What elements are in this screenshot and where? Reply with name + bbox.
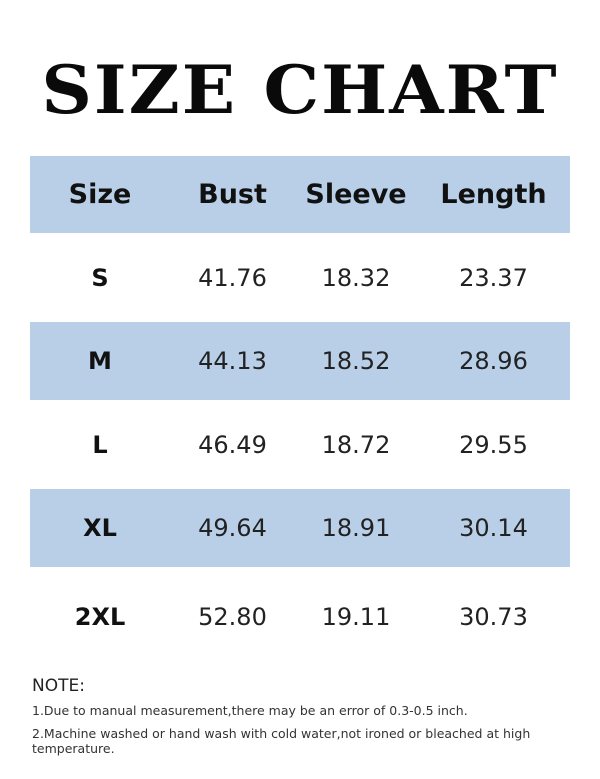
bust-cell: 52.80 [198,603,267,631]
table-row: XL 49.64 18.91 30.14 [30,489,570,567]
size-table: Size Bust Sleeve Length S 41.76 18.32 23… [30,156,570,667]
bust-cell: 44.13 [198,347,267,375]
table-row: S 41.76 18.32 23.37 [30,233,570,322]
size-cell: M [88,347,112,375]
table-row: M 44.13 18.52 28.96 [30,322,570,400]
sleeve-cell: 18.32 [321,263,391,292]
length-cell: 30.14 [459,514,528,542]
sleeve-cell: 19.11 [321,603,391,631]
length-cell: 29.55 [459,430,528,459]
bust-cell: 49.64 [198,514,267,542]
bust-cell: 41.76 [198,263,267,292]
page-title: SIZE CHART [41,50,559,129]
length-cell: 23.37 [459,263,528,292]
size-cell: S [91,263,109,292]
header-size: Size [68,179,132,210]
size-cell: 2XL [74,603,126,631]
length-cell: 28.96 [459,347,528,375]
sleeve-cell: 18.72 [321,430,391,459]
table-row: 2XL 52.80 19.11 30.73 [30,567,570,667]
note-heading: NOTE: [32,676,85,696]
header-bust: Bust [198,179,267,210]
table-header: Size Bust Sleeve Length [30,156,570,233]
sleeve-cell: 18.91 [321,514,391,542]
header-sleeve: Sleeve [305,179,407,210]
header-length: Length [440,179,547,210]
bust-cell: 46.49 [198,430,267,459]
note-item: 1.Due to manual measurement,there may be… [32,703,468,718]
size-cell: L [92,430,108,459]
size-cell: XL [83,514,117,542]
note-item: 2.Machine washed or hand wash with cold … [32,726,531,756]
sleeve-cell: 18.52 [321,347,391,375]
length-cell: 30.73 [459,603,528,631]
table-row: L 46.49 18.72 29.55 [30,400,570,489]
